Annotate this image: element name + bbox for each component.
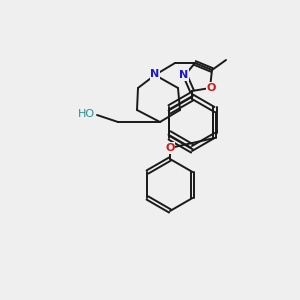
Text: N: N: [179, 70, 189, 80]
Text: O: O: [165, 143, 175, 153]
Text: O: O: [206, 83, 216, 93]
Text: HO: HO: [78, 109, 95, 119]
Text: N: N: [150, 69, 160, 79]
